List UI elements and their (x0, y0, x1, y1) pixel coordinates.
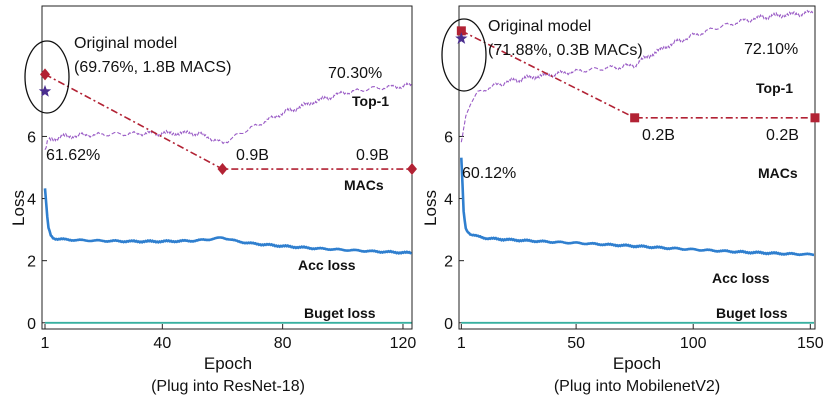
top1-series-label: Top-1 (756, 80, 793, 96)
original-model-highlight (441, 18, 487, 92)
y-tick-label: 4 (444, 192, 453, 209)
series-group (455, 9, 820, 324)
budget-loss-label: Buget loss (304, 305, 376, 321)
top1-line (460, 9, 815, 143)
acc-loss-label: Acc loss (298, 257, 356, 273)
top1-start-label: 61.62% (46, 147, 100, 164)
y-axis-label: Loss (9, 190, 28, 226)
top1-end-label: 72.10% (744, 41, 798, 58)
original-model-title: Original model (488, 18, 591, 35)
x-tick-label: 150 (797, 335, 824, 352)
y-tick-label: 2 (444, 254, 453, 271)
y-tick-label: 0 (444, 316, 453, 333)
chart-caption: (Plug into ResNet-18) (151, 378, 305, 395)
original-model-values: (71.88%, 0.3B MACs) (488, 42, 643, 59)
original-model-values: (69.76%, 1.8B MACS) (74, 59, 231, 76)
top1-end-label: 70.30% (328, 65, 382, 82)
macs-point-diamond (407, 163, 417, 176)
plot-frame (458, 5, 816, 330)
original-model-title: Original model (74, 35, 177, 52)
original-model-highlight (24, 40, 70, 114)
x-axis-label: Epoch (613, 354, 661, 373)
x-tick-label: 1 (457, 335, 466, 352)
y-tick-label: 6 (27, 129, 36, 146)
macs-point-square (810, 113, 820, 123)
top1-series-label: Top-1 (352, 93, 389, 109)
x-tick-label: 100 (680, 335, 707, 352)
macs-point-diamond (40, 68, 51, 81)
x-axis-label: Epoch (204, 354, 252, 373)
chart-resnet18: 1 40 80 120 0 2 4 6 Loss Epoch (Plug into ResNe… (9, 5, 417, 395)
macs-end-label: 0.9B (356, 147, 389, 164)
series-group (38, 68, 417, 324)
acc-loss-line (460, 157, 814, 257)
plot-frame (41, 5, 413, 330)
budget-loss-label: Buget loss (716, 305, 788, 321)
top1-start-label: 60.12% (462, 165, 516, 182)
original-model-star (38, 84, 52, 97)
y-tick-label: 4 (27, 192, 36, 209)
macs-series-label: MACs (758, 165, 798, 181)
y-tick-label: 6 (444, 129, 453, 146)
macs-mid-label: 0.9B (236, 147, 269, 164)
macs-mid-label: 0.2B (642, 127, 675, 144)
top1-line (44, 82, 412, 151)
x-tick-label: 50 (567, 335, 585, 352)
y-axis-label: Loss (421, 190, 440, 226)
macs-line (460, 30, 815, 119)
chart-caption: (Plug into MobilenetV2) (554, 378, 720, 395)
macs-series-label: MACs (344, 177, 384, 193)
x-tick-label: 80 (274, 335, 292, 352)
acc-loss-label: Acc loss (712, 270, 770, 286)
y-tick-label: 0 (27, 316, 36, 333)
original-model-star (455, 32, 468, 44)
macs-point-square (456, 26, 466, 36)
x-tick-label: 1 (41, 335, 50, 352)
acc-loss-line (43, 188, 413, 255)
y-tick-label: 2 (27, 254, 36, 271)
x-tick-label: 120 (390, 335, 417, 352)
tick-group: 1 40 80 120 0 2 4 6 (27, 129, 416, 352)
macs-point-diamond (217, 163, 228, 176)
macs-end-label: 0.2B (766, 127, 799, 144)
macs-point-square (630, 113, 640, 123)
x-tick-label: 40 (153, 335, 171, 352)
